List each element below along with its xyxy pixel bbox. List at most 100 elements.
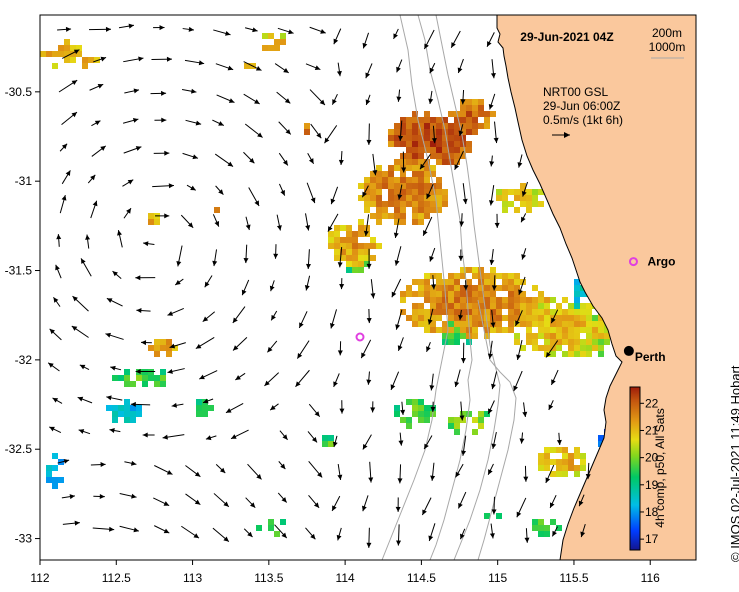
land-mass xyxy=(496,15,696,560)
current-arrow xyxy=(310,123,322,139)
current-arrow xyxy=(276,91,291,104)
current-arrow xyxy=(429,247,436,262)
current-arrow xyxy=(458,309,464,321)
current-arrow xyxy=(154,117,167,123)
current-arrow xyxy=(244,27,258,33)
current-arrow xyxy=(454,150,464,170)
current-arrow xyxy=(458,124,464,137)
current-arrow xyxy=(89,83,104,91)
current-arrow xyxy=(215,63,234,71)
credit-text: © IMOS 02-Jul-2021 11:49 Hobart xyxy=(728,365,739,563)
current-legend-scale: 0.5m/s (1kt 6h) xyxy=(543,113,623,127)
current-arrow xyxy=(213,29,231,36)
current-arrow xyxy=(307,431,318,443)
current-arrow xyxy=(398,120,404,141)
current-arrow xyxy=(397,337,404,352)
current-arrow xyxy=(167,368,185,374)
current-arrow xyxy=(309,26,326,34)
current-arrow xyxy=(517,154,523,168)
current-arrow xyxy=(247,463,262,480)
current-arrow xyxy=(61,49,80,59)
current-arrow xyxy=(185,119,202,126)
current-arrow xyxy=(49,426,62,434)
current-arrow xyxy=(362,32,370,49)
current-arrow xyxy=(245,216,251,231)
argo-label: Argo xyxy=(647,255,675,269)
current-arrow xyxy=(370,401,376,413)
current-arrow xyxy=(486,32,495,47)
current-arrow xyxy=(522,402,528,418)
current-arrow xyxy=(460,89,466,105)
current-arrow xyxy=(184,59,205,66)
current-arrow xyxy=(278,121,292,135)
current-legend-time: 29-Jun 06:00Z xyxy=(543,99,620,113)
current-arrow xyxy=(488,93,496,110)
current-arrow xyxy=(276,214,282,231)
current-arrow xyxy=(174,278,184,286)
current-arrow xyxy=(130,401,151,407)
current-arrow xyxy=(230,429,249,440)
current-arrow xyxy=(232,336,248,351)
current-arrow xyxy=(426,342,431,353)
current-legend-arrow-icon xyxy=(552,132,570,138)
y-tick-label: -32 xyxy=(15,353,33,367)
current-arrow xyxy=(428,90,434,105)
current-arrow xyxy=(427,308,434,325)
current-arrow xyxy=(429,62,436,74)
current-legend-source: NRT00 GSL xyxy=(543,85,608,99)
current-arrow xyxy=(308,403,321,417)
current-arrow xyxy=(390,371,400,391)
current-arrow xyxy=(213,493,230,508)
current-arrow xyxy=(154,525,170,534)
current-arrow xyxy=(119,493,137,499)
x-tick-label: 113.5 xyxy=(254,571,283,585)
current-arrow xyxy=(361,495,369,512)
current-arrow xyxy=(393,28,399,40)
current-arrow xyxy=(214,153,234,167)
current-arrow xyxy=(55,264,62,279)
current-arrow xyxy=(366,308,372,324)
current-arrow xyxy=(304,275,311,291)
current-arrow xyxy=(135,369,156,375)
current-arrow xyxy=(548,400,554,411)
current-arrow xyxy=(366,371,372,385)
current-arrow xyxy=(87,174,96,184)
colorbar-label: 4h comp, p50, All Sats xyxy=(653,408,667,527)
current-arrow xyxy=(277,27,294,35)
current-arrow xyxy=(119,525,140,533)
current-arrow xyxy=(59,195,67,214)
current-arrow xyxy=(491,431,497,450)
current-arrow xyxy=(487,400,495,415)
current-arrow xyxy=(398,432,404,446)
colorbar-tick-label: 18 xyxy=(645,505,659,519)
current-arrow xyxy=(521,248,527,260)
argo-marker xyxy=(628,257,638,267)
current-arrow xyxy=(491,371,498,390)
current-arrow xyxy=(124,460,137,466)
current-arrow xyxy=(152,183,174,189)
current-arrow xyxy=(180,214,194,229)
current-arrow xyxy=(273,244,279,259)
current-arrow xyxy=(361,185,369,198)
current-arrow xyxy=(204,275,213,288)
plot-frame xyxy=(39,14,697,561)
current-arrow xyxy=(278,152,289,166)
current-arrow xyxy=(124,88,140,94)
current-arrow xyxy=(295,369,310,388)
current-arrow xyxy=(370,279,376,299)
current-arrow xyxy=(244,123,263,138)
current-arrow xyxy=(520,213,527,223)
current-arrow xyxy=(395,497,401,512)
current-arrow xyxy=(212,119,225,126)
current-arrow xyxy=(154,465,173,475)
current-arrow xyxy=(181,88,197,94)
current-arrow xyxy=(57,26,72,32)
current-arrow xyxy=(578,494,585,507)
current-arrow xyxy=(182,152,199,160)
current-arrow xyxy=(426,183,434,200)
colorbar-tick-label: 22 xyxy=(645,396,659,410)
y-tick-label: -32.5 xyxy=(5,442,33,456)
current-arrow xyxy=(305,213,311,231)
current-arrow xyxy=(123,207,132,219)
current-arrow xyxy=(202,311,216,323)
